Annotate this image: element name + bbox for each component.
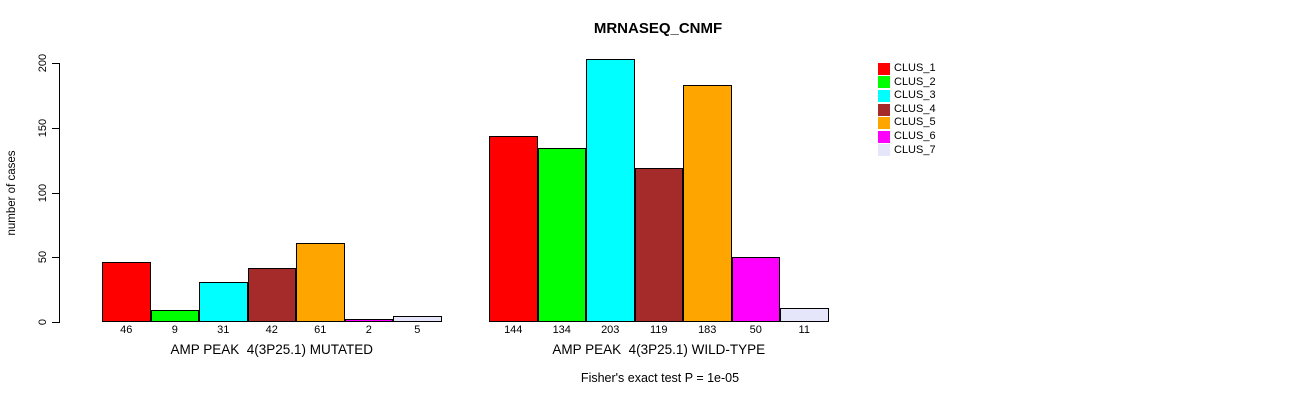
y-axis-tick xyxy=(52,192,59,194)
bar-value-label: 2 xyxy=(365,324,372,336)
legend-item: CLUS_2 xyxy=(878,76,936,90)
annotation-text: Fisher's exact test P = 1e-05 xyxy=(580,371,740,385)
legend-color-swatch xyxy=(878,144,890,157)
bar xyxy=(199,281,248,322)
bar-value-label: 46 xyxy=(120,324,133,336)
legend-item-label: CLUS_5 xyxy=(894,116,936,129)
bar xyxy=(344,319,393,322)
bar-value-label: 31 xyxy=(217,324,230,336)
bar-value-label: 144 xyxy=(504,324,523,336)
bar xyxy=(634,167,683,322)
bar-value-label: 5 xyxy=(414,324,421,336)
y-axis-tick xyxy=(52,63,59,64)
bar xyxy=(683,85,732,322)
bar xyxy=(586,59,635,322)
bar-value-label: 203 xyxy=(601,324,620,336)
legend-item-label: CLUS_3 xyxy=(894,89,936,102)
y-axis-tick-label: 150 xyxy=(37,118,49,137)
legend-color-swatch xyxy=(878,103,890,116)
y-axis-tick xyxy=(52,322,59,323)
bar xyxy=(150,310,199,322)
bar xyxy=(537,148,586,322)
legend-item: CLUS_7 xyxy=(878,144,936,158)
y-axis-label: number of cases xyxy=(6,150,18,236)
legend-item: CLUS_1 xyxy=(878,62,936,76)
legend-color-swatch xyxy=(878,76,890,89)
legend-item: CLUS_6 xyxy=(878,130,936,144)
y-axis-tick xyxy=(52,257,59,259)
bar-value-label: 61 xyxy=(314,324,327,336)
bar xyxy=(296,243,345,322)
bar xyxy=(489,135,538,322)
legend-color-swatch xyxy=(878,89,890,102)
bar-value-label: 119 xyxy=(649,324,668,336)
bar-value-label: 134 xyxy=(552,324,571,336)
legend-item-label: CLUS_7 xyxy=(894,143,936,156)
bar xyxy=(780,307,829,322)
bar-value-label: 183 xyxy=(698,324,717,336)
legend-item: CLUS_3 xyxy=(878,89,936,103)
x-axis-group-label: AMP PEAK 4(3P25.1) MUTATED xyxy=(170,342,374,357)
legend-item-label: CLUS_6 xyxy=(894,129,936,142)
bar xyxy=(102,262,151,322)
legend-item-label: CLUS_2 xyxy=(894,75,936,88)
legend-color-swatch xyxy=(878,62,890,75)
bar-value-label: 9 xyxy=(171,324,178,336)
bar xyxy=(247,267,296,322)
bar-value-label: 42 xyxy=(265,324,278,336)
y-axis-tick-label: 200 xyxy=(37,53,49,73)
bar-value-label: 11 xyxy=(798,324,810,336)
bar xyxy=(393,315,442,322)
legend-item: CLUS_4 xyxy=(878,103,936,117)
y-axis-tick xyxy=(52,127,59,129)
legend: CLUS_1 CLUS_2 CLUS_3 CLUS_4 CLUS_5 CLUS_6 CLUS… xyxy=(878,62,936,157)
y-axis-tick-label: 100 xyxy=(37,183,49,202)
legend-item-label: CLUS_1 xyxy=(894,62,936,74)
x-axis-group-label: AMP PEAK 4(3P25.1) WILD-TYPE xyxy=(552,342,766,357)
y-axis-tick-label: 0 xyxy=(37,318,49,326)
legend-item: CLUS_5 xyxy=(878,116,936,130)
bar-value-label: 50 xyxy=(749,324,762,336)
bar xyxy=(731,257,780,322)
chart-title: MRNASEQ_CNMF xyxy=(593,20,723,37)
legend-color-swatch xyxy=(878,130,890,143)
legend-item-label: CLUS_4 xyxy=(894,102,936,115)
y-axis-tick-label: 50 xyxy=(37,251,49,264)
legend-color-swatch xyxy=(878,117,890,130)
y-axis-line xyxy=(59,63,60,323)
